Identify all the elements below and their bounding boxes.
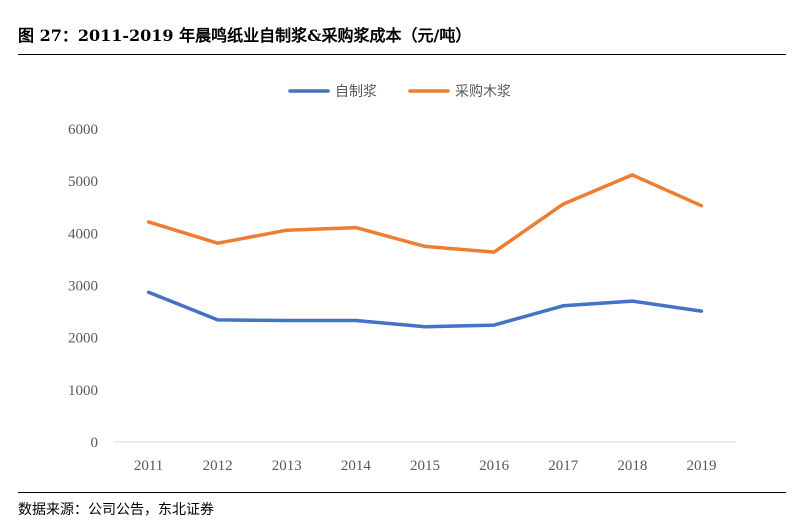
y-tick-label: 2000 xyxy=(68,331,98,347)
x-tick-label: 2013 xyxy=(272,458,302,474)
y-tick-label: 1000 xyxy=(68,383,98,399)
y-tick-label: 6000 xyxy=(68,122,98,138)
y-tick-label: 3000 xyxy=(68,279,98,295)
x-tick-label: 2011 xyxy=(134,458,163,474)
x-tick-label: 2019 xyxy=(686,458,716,474)
y-tick-label: 0 xyxy=(91,435,99,451)
y-axis: 0 1000 2000 3000 4000 5000 6000 xyxy=(68,122,98,451)
series-line-2 xyxy=(146,173,704,254)
x-tick-label: 2012 xyxy=(203,458,233,474)
source-rule xyxy=(18,492,786,493)
x-tick-label: 2015 xyxy=(410,458,440,474)
title-rule xyxy=(18,54,786,55)
x-tick-label: 2016 xyxy=(479,458,510,474)
plot-area xyxy=(146,173,704,329)
x-tick-label: 2014 xyxy=(341,458,372,474)
legend-label-2: 采购木浆 xyxy=(455,84,511,100)
legend: 自制浆 采购木浆 xyxy=(288,84,511,100)
y-tick-label: 4000 xyxy=(68,226,98,242)
y-tick-label: 5000 xyxy=(68,174,98,190)
x-tick-label: 2018 xyxy=(617,458,647,474)
source-note: 数据来源：公司公告，东北证券 xyxy=(18,502,214,518)
x-tick-label: 2017 xyxy=(548,458,579,474)
figure-title: 图 27：2011-2019 年晨鸣纸业自制浆&采购浆成本（元/吨） xyxy=(18,26,472,45)
series-line-1 xyxy=(146,290,704,329)
legend-label-1: 自制浆 xyxy=(335,84,377,100)
x-axis: 2011 2012 2013 2014 2015 2016 2017 2018 2019 xyxy=(114,441,736,474)
